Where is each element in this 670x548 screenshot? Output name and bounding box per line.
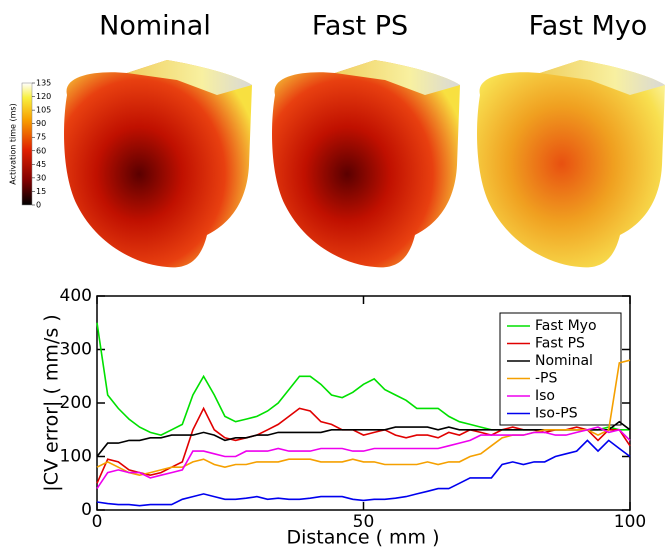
panel-title: Fast PS bbox=[312, 11, 408, 42]
y-tick-label: 0 bbox=[81, 500, 92, 520]
colorbar-tick-label: 120 bbox=[36, 92, 51, 101]
series-line bbox=[96, 359, 631, 477]
legend-label: Iso bbox=[535, 388, 555, 404]
legend-label: Iso-PS bbox=[535, 406, 578, 422]
colorbar-tick-label: 135 bbox=[36, 79, 51, 88]
series-line bbox=[96, 406, 631, 484]
heart-image bbox=[477, 60, 665, 268]
heart-image bbox=[272, 60, 460, 268]
y-tick-label: 200 bbox=[60, 393, 92, 413]
y-tick-label: 100 bbox=[60, 447, 92, 467]
colorbar-tick-label: 0 bbox=[36, 201, 41, 210]
colorbar-tick-label: 90 bbox=[36, 119, 46, 128]
legend-label: Fast Myo bbox=[535, 318, 597, 334]
colorbar-tick-label: 105 bbox=[36, 106, 51, 115]
colorbar-tick-label: 45 bbox=[36, 160, 46, 169]
series-line bbox=[96, 426, 631, 490]
legend-label: Nominal bbox=[535, 353, 593, 369]
colorbar-label: Activation time (ms) bbox=[9, 103, 18, 184]
x-tick-label: 100 bbox=[614, 512, 646, 532]
y-tick-label: 400 bbox=[60, 286, 92, 306]
x-tick-label: 0 bbox=[92, 512, 103, 532]
legend bbox=[499, 312, 622, 426]
colorbar bbox=[21, 82, 33, 206]
colorbar-tick-label: 15 bbox=[36, 187, 46, 196]
heart-image bbox=[64, 60, 253, 268]
y-axis-label: |CV error| ( mm/s ) bbox=[41, 314, 63, 491]
series-line bbox=[96, 439, 631, 507]
x-tick-label: 50 bbox=[353, 512, 375, 532]
colorbar-tick-label: 30 bbox=[36, 173, 46, 182]
legend-label: Fast PS bbox=[535, 336, 585, 352]
x-axis-label: Distance ( mm ) bbox=[286, 527, 439, 548]
panel-title: Fast Myo bbox=[529, 11, 648, 42]
colorbar-tick-label: 75 bbox=[36, 133, 46, 142]
y-tick-label: 300 bbox=[60, 340, 92, 360]
panel-title: Nominal bbox=[99, 11, 211, 42]
colorbar-tick-label: 60 bbox=[36, 146, 46, 155]
series-line bbox=[96, 420, 631, 457]
legend-label: -PS bbox=[535, 371, 557, 387]
heart-renders bbox=[64, 60, 665, 268]
